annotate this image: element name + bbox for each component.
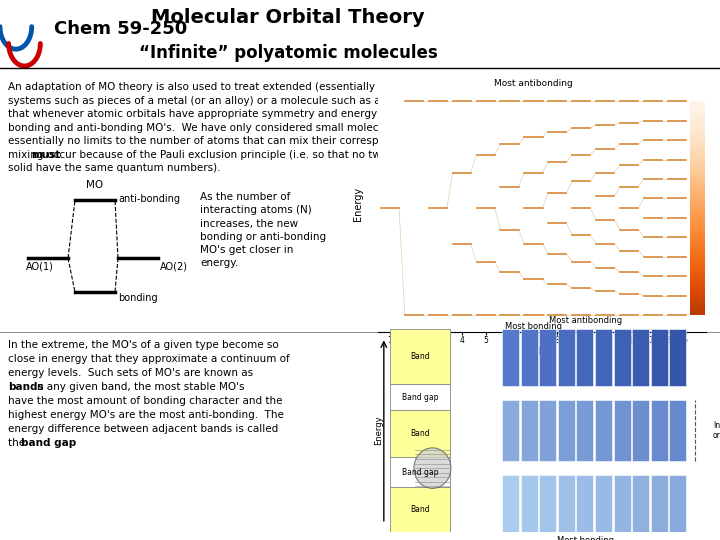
Text: Band: Band [410, 429, 430, 438]
Bar [577, 329, 593, 386]
Text: Band gap: Band gap [402, 393, 438, 402]
Text: bonding and anti-bonding MO's.  We have only considered small molecules but ther: bonding and anti-bonding MO's. We have o… [8, 123, 472, 133]
Bar [651, 400, 668, 461]
Text: “Infinite” polyatomic molecules: “Infinite” polyatomic molecules [139, 44, 437, 62]
Text: AO(1): AO(1) [26, 261, 54, 271]
Bar [670, 475, 686, 532]
Bar [577, 475, 593, 532]
Text: Molecular Orbital Theory: Molecular Orbital Theory [151, 8, 425, 27]
Text: highest energy MO's are the most anti-bonding.  The: highest energy MO's are the most anti-bo… [8, 410, 284, 420]
Text: must: must [31, 150, 60, 160]
Bar [539, 329, 557, 386]
Bar [613, 475, 631, 532]
Text: have the most amount of bonding character and the: have the most amount of bonding characte… [8, 396, 282, 406]
Text: energy difference between adjacent bands is called: energy difference between adjacent bands… [8, 424, 278, 434]
Bar [539, 475, 557, 532]
Bar [558, 329, 575, 386]
Bar [651, 475, 668, 532]
Text: Band gap: Band gap [402, 468, 438, 477]
Bar [502, 400, 519, 461]
Text: band gap: band gap [21, 438, 76, 448]
Text: solid have the same quantum numbers).: solid have the same quantum numbers). [8, 163, 220, 173]
Text: .  In any given band, the most stable MO's: . In any given band, the most stable MO'… [24, 382, 245, 392]
Bar [390, 457, 450, 487]
Bar [595, 475, 612, 532]
Bar [558, 475, 575, 532]
Text: Most bonding: Most bonding [505, 322, 562, 331]
Text: Most antibonding: Most antibonding [549, 316, 623, 325]
Bar [632, 475, 649, 532]
Text: bonding: bonding [118, 293, 158, 303]
Bar [595, 400, 612, 461]
Text: essentially no limits to the number of atoms that can mix their corresponding AO: essentially no limits to the number of a… [8, 136, 520, 146]
Text: occur because of the Pauli exclusion principle (i.e. so that no two electrons in: occur because of the Pauli exclusion pri… [45, 150, 472, 160]
Bar [390, 384, 450, 410]
Text: that whenever atomic orbitals have appropriate symmetry and energy, they will in: that whenever atomic orbitals have appro… [8, 109, 513, 119]
Text: MO: MO [86, 180, 104, 190]
Bar [632, 329, 649, 386]
Bar [502, 329, 519, 386]
Text: mixing: mixing [8, 150, 47, 160]
Text: Intermediate
orbitals: Intermediate orbitals [713, 421, 720, 440]
Text: Most bonding: Most bonding [557, 536, 614, 540]
Text: As the number of
interacting atoms (N)
increases, the new
bonding or anti-bondin: As the number of interacting atoms (N) i… [200, 192, 326, 268]
Text: Energy: Energy [374, 416, 384, 446]
Bar [577, 400, 593, 461]
Text: anti-bonding: anti-bonding [118, 194, 180, 204]
Text: An adaptation of MO theory is also used to treat extended (essentially infinite): An adaptation of MO theory is also used … [8, 82, 484, 92]
Bar [651, 329, 668, 386]
Text: energy levels.  Such sets of MO's are known as: energy levels. Such sets of MO's are kno… [8, 368, 253, 378]
Bar [613, 329, 631, 386]
Bar [521, 475, 538, 532]
Bar [613, 400, 631, 461]
Text: close in energy that they approximate a continuum of: close in energy that they approximate a … [8, 354, 289, 364]
Text: Band: Band [410, 505, 430, 514]
Text: In the extreme, the MO's of a given type become so: In the extreme, the MO's of a given type… [8, 340, 279, 350]
Text: Band: Band [410, 352, 430, 361]
Bar [390, 410, 450, 457]
Bar [670, 329, 686, 386]
Bar [595, 329, 612, 386]
Text: Energy: Energy [354, 187, 364, 221]
Bar [521, 329, 538, 386]
Text: AO(2): AO(2) [160, 261, 188, 271]
Bar [558, 400, 575, 461]
Bar [390, 487, 450, 532]
Text: bands: bands [8, 382, 44, 392]
Bar [390, 329, 450, 384]
Ellipse shape [414, 448, 451, 488]
X-axis label: N: N [538, 347, 546, 356]
Bar [670, 400, 686, 461]
Text: Most antibonding: Most antibonding [494, 79, 573, 88]
Text: systems such as pieces of a metal (or an alloy) or a molecule such as a diamond.: systems such as pieces of a metal (or an… [8, 96, 497, 106]
Text: the: the [8, 438, 28, 448]
Bar [521, 400, 538, 461]
Bar [632, 400, 649, 461]
Bar [502, 475, 519, 532]
Text: Chem 59-250: Chem 59-250 [54, 21, 187, 38]
Bar [539, 400, 557, 461]
Text: .: . [48, 438, 51, 448]
